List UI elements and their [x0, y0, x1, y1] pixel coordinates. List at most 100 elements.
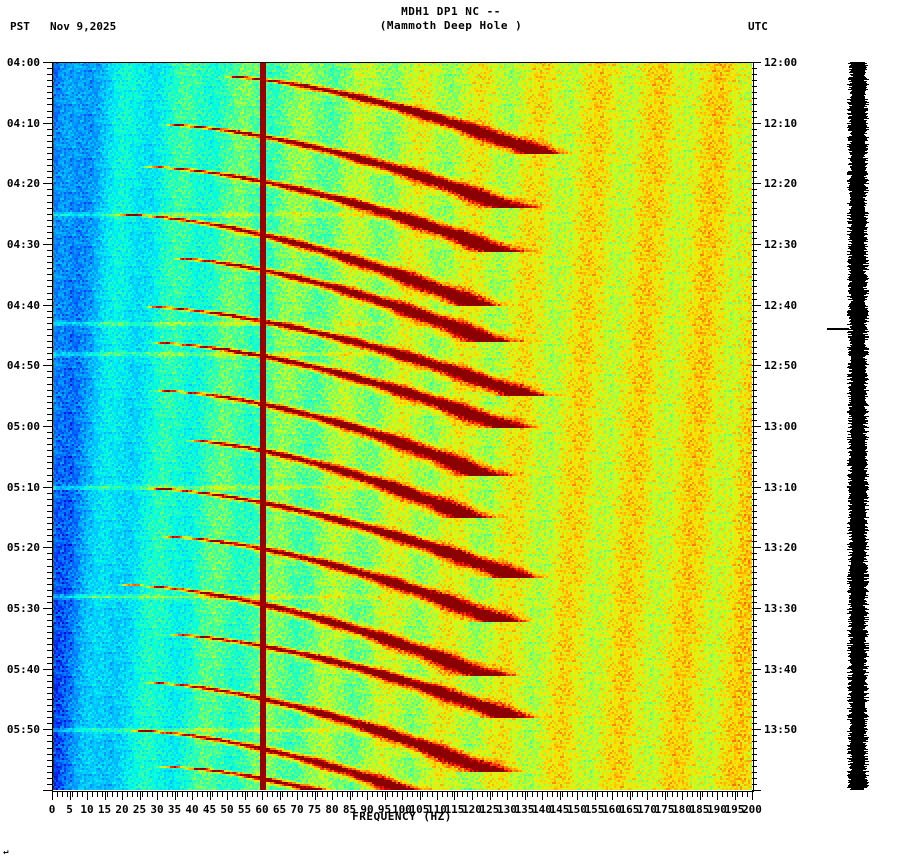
x-tick-minor	[177, 791, 178, 797]
amplitude-trace-strip[interactable]	[847, 62, 869, 790]
y-axis-left-label: 04:30	[6, 238, 40, 251]
amplitude-trace-canvas	[847, 62, 869, 790]
x-tick-minor	[452, 791, 453, 797]
x-tick-major	[560, 791, 561, 800]
x-tick-minor	[432, 791, 433, 797]
y-tick-minor-right	[752, 202, 757, 203]
y-tick-minor-right	[752, 359, 757, 360]
y-axis-left-label: 04:20	[6, 177, 40, 191]
y-tick-minor-right	[752, 256, 757, 257]
x-tick-minor	[727, 791, 728, 797]
y-tick-minor-right	[752, 717, 757, 718]
y-tick-minor-right	[752, 584, 757, 585]
y-tick-minor-right	[752, 663, 757, 664]
x-tick-major	[717, 791, 718, 800]
x-tick-minor	[612, 791, 613, 797]
station-title: MDH1 DP1 NC --	[401, 5, 501, 18]
y-tick-minor-right	[752, 68, 757, 69]
y-axis-right-label: 12:00	[764, 56, 798, 69]
spectrogram-plot[interactable]	[52, 62, 752, 790]
y-tick-minor-right	[752, 171, 757, 172]
x-tick-minor	[187, 791, 188, 797]
x-tick-minor	[517, 791, 518, 797]
x-tick-minor	[217, 791, 218, 797]
x-tick-minor	[202, 791, 203, 797]
x-tick-major	[367, 791, 368, 800]
x-tick-minor	[272, 791, 273, 797]
y-tick-major-left	[43, 244, 52, 245]
x-tick-minor	[372, 791, 373, 797]
x-tick-minor	[527, 791, 528, 797]
x-tick-minor	[232, 791, 233, 797]
y-tick-minor-right	[752, 614, 757, 615]
x-tick-minor	[732, 791, 733, 797]
y-tick-minor-right	[752, 735, 757, 736]
y-tick-minor-right	[752, 711, 757, 712]
x-tick-minor	[707, 791, 708, 797]
x-tick-major	[700, 791, 701, 800]
y-tick-minor-right	[752, 772, 757, 773]
x-tick-minor	[57, 791, 58, 797]
y-tick-minor-right	[752, 147, 757, 148]
y-tick-minor-right	[752, 754, 757, 755]
x-tick-minor	[77, 791, 78, 797]
y-tick-major-right	[752, 62, 761, 63]
x-tick-minor	[192, 791, 193, 797]
y-tick-minor-right	[752, 159, 757, 160]
x-tick-major	[385, 791, 386, 800]
x-tick-minor	[417, 791, 418, 797]
x-tick-minor	[362, 791, 363, 797]
y-tick-major-right	[752, 547, 761, 548]
y-tick-minor-right	[752, 220, 757, 221]
y-tick-minor-right	[752, 493, 757, 494]
y-tick-minor-right	[752, 402, 757, 403]
x-tick-minor	[492, 791, 493, 797]
x-tick-minor	[352, 791, 353, 797]
y-tick-major-right	[752, 608, 761, 609]
y-tick-major-right	[752, 244, 761, 245]
x-tick-minor	[572, 791, 573, 797]
x-tick-minor	[457, 791, 458, 797]
y-tick-minor-right	[752, 620, 757, 621]
x-tick-minor	[62, 791, 63, 797]
x-tick-minor	[652, 791, 653, 797]
x-tick-major	[350, 791, 351, 800]
x-tick-minor	[542, 791, 543, 797]
y-tick-major-right	[752, 669, 761, 670]
y-tick-minor-right	[752, 626, 757, 627]
y-tick-minor-right	[752, 323, 757, 324]
x-tick-minor	[142, 791, 143, 797]
x-tick-minor	[92, 791, 93, 797]
y-tick-minor-right	[752, 432, 757, 433]
x-tick-major	[647, 791, 648, 800]
x-tick-minor	[447, 791, 448, 797]
y-tick-minor-right	[752, 784, 757, 785]
x-tick-minor	[632, 791, 633, 797]
x-tick-major	[612, 791, 613, 800]
x-tick-minor	[102, 791, 103, 797]
x-tick-major	[332, 791, 333, 800]
y-tick-minor-right	[752, 541, 757, 542]
y-tick-minor-right	[752, 293, 757, 294]
x-tick-minor	[277, 791, 278, 797]
y-tick-minor-right	[752, 299, 757, 300]
y-tick-minor-right	[752, 462, 757, 463]
y-tick-minor-right	[752, 268, 757, 269]
y-tick-minor-right	[752, 705, 757, 706]
x-tick-major	[87, 791, 88, 800]
y-tick-minor-right	[752, 681, 757, 682]
spectrogram-canvas[interactable]	[52, 62, 752, 790]
x-tick-major	[210, 791, 211, 800]
x-tick-minor	[637, 791, 638, 797]
x-tick-minor	[412, 791, 413, 797]
x-tick-minor	[302, 791, 303, 797]
y-tick-major-right	[752, 183, 761, 184]
x-tick-minor	[497, 791, 498, 797]
y-tick-major-left	[43, 62, 52, 63]
y-tick-minor-right	[752, 778, 757, 779]
x-tick-minor	[617, 791, 618, 797]
x-tick-major	[577, 791, 578, 800]
x-tick-minor	[132, 791, 133, 797]
x-tick-minor	[152, 791, 153, 797]
x-tick-minor	[292, 791, 293, 797]
